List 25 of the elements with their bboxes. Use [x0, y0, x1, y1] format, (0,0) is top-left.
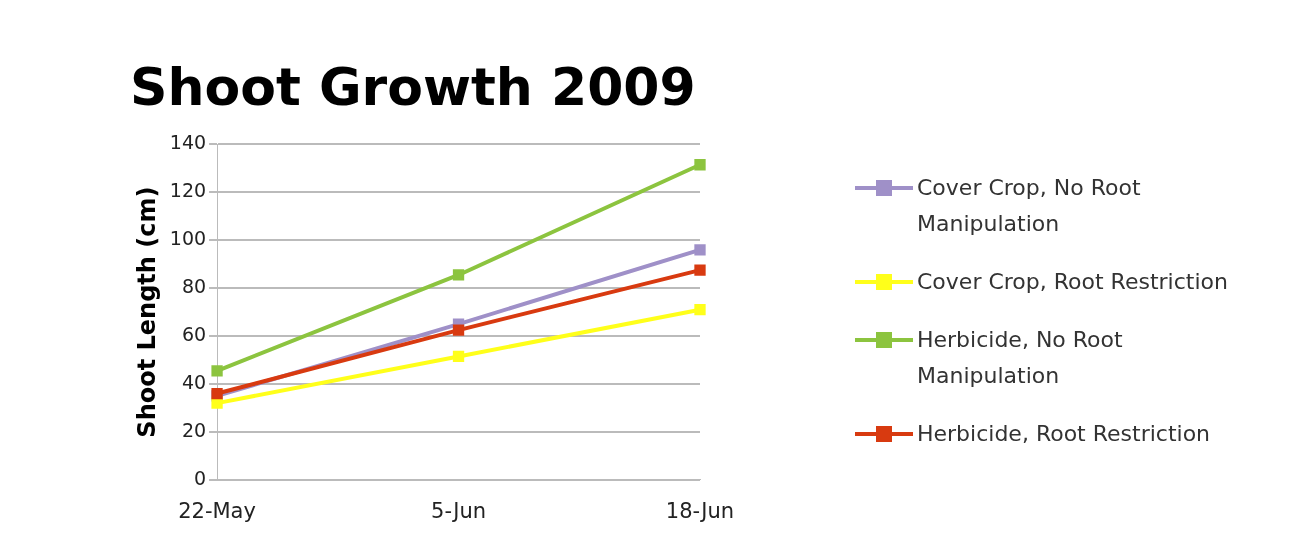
legend-label: Herbicide, No Root Manipulation — [917, 326, 1124, 390]
legend-label: Cover Crop, Root Restriction — [917, 268, 1228, 296]
point — [452, 269, 465, 281]
chart-title: Shoot Growth 2009 — [130, 56, 696, 117]
point — [694, 159, 706, 171]
x-tick-label: 22-May — [178, 498, 256, 523]
y-tick-label: 40 — [181, 370, 207, 393]
point — [452, 324, 465, 336]
x-tick-label: 18-Jun — [665, 498, 735, 523]
point — [452, 350, 465, 363]
point — [694, 244, 706, 256]
point — [211, 365, 223, 377]
y-tick-label: 60 — [181, 322, 207, 345]
point — [694, 304, 706, 316]
y-axis-title: Shoot Length (cm) — [132, 186, 161, 438]
y-tick-label: 0 — [193, 466, 207, 489]
y-tick-label: 100 — [169, 227, 207, 250]
x-tick-label: 5-Jun — [431, 498, 486, 523]
y-tick-label: 120 — [169, 179, 207, 202]
y-tick-label: 80 — [181, 275, 207, 298]
legend-label: Herbicide, Root Restriction — [917, 420, 1211, 448]
point — [694, 264, 706, 276]
legend-label: Cover Crop, No Root Manipulation — [917, 174, 1142, 238]
y-tick-label: 20 — [181, 418, 207, 441]
y-tick-label: 140 — [169, 131, 207, 154]
